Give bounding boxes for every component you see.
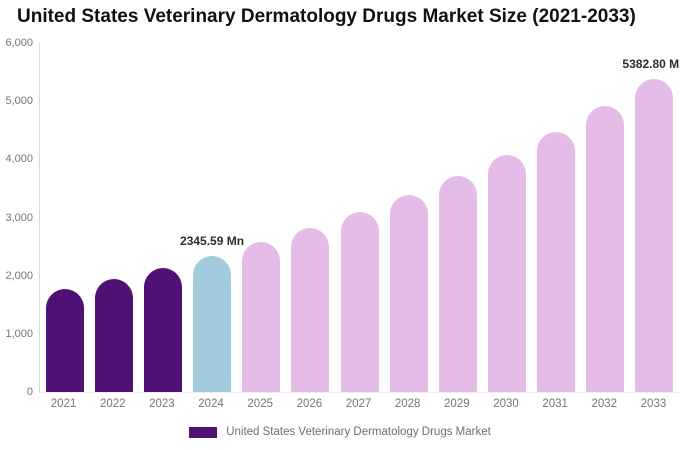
bar-2028 <box>389 194 428 392</box>
bar-value-label-2033: 5382.80 Mn <box>622 56 680 71</box>
bar-2031 <box>537 131 576 392</box>
bar-2024 <box>193 255 232 392</box>
bar-2032 <box>586 106 625 392</box>
y-tick-label: 6,000 <box>5 37 33 49</box>
bar-2023 <box>143 267 182 392</box>
bar-2030 <box>487 154 526 392</box>
bar-2025 <box>242 242 281 392</box>
bar-column-2028 <box>384 43 433 392</box>
y-axis: 0 1,000 2,000 3,000 4,000 5,000 6,000 <box>0 37 33 398</box>
bar-2033 <box>635 78 674 392</box>
x-tick-label-2029: 2029 <box>444 398 470 410</box>
legend-label: United States Veterinary Dermatology Dru… <box>226 426 491 438</box>
legend: United States Veterinary Dermatology Dru… <box>0 426 680 438</box>
y-tick-label: 5,000 <box>5 95 33 108</box>
y-tick-label: 4,000 <box>5 153 33 166</box>
legend-swatch <box>189 426 218 438</box>
bar-column-2023 <box>138 43 187 392</box>
bar-column-2029 <box>433 43 482 392</box>
bar-2027 <box>340 212 379 392</box>
bar-column-2030 <box>482 43 531 392</box>
y-tick-label: 1,000 <box>5 327 33 340</box>
bar-column-2033: 5382.80 Mn <box>622 43 680 392</box>
chart-title: United States Veterinary Dermatology Dru… <box>17 6 636 27</box>
bar-column-2024: 2345.59 Mn <box>180 43 244 392</box>
bar-column-2021 <box>40 43 89 392</box>
x-tick-label-2024: 2024 <box>198 398 224 410</box>
y-tick-label: 3,000 <box>5 211 33 224</box>
x-tick-label-2025: 2025 <box>247 398 273 410</box>
x-tick-label-2023: 2023 <box>149 398 175 410</box>
bar-2026 <box>291 227 330 392</box>
plot-area: 2345.59 Mn 5382.80 Mn <box>39 43 680 393</box>
x-tick-label-2030: 2030 <box>493 398 519 410</box>
y-tick-label: 0 <box>26 386 33 398</box>
bar-value-label-2024: 2345.59 Mn <box>180 233 245 248</box>
bar-2022 <box>94 278 133 392</box>
y-tick-label: 2,000 <box>5 269 33 282</box>
x-tick-label-2022: 2022 <box>99 398 126 410</box>
x-tick-label-2033: 2033 <box>640 398 667 410</box>
bar-2029 <box>438 175 477 392</box>
bar-column-2031 <box>532 43 581 392</box>
x-tick-label-2027: 2027 <box>345 398 372 410</box>
bar-column-2025 <box>237 43 286 392</box>
bar-column-2022 <box>89 43 138 392</box>
bar-column-2026 <box>286 43 335 392</box>
x-tick-label-2021: 2021 <box>50 398 77 410</box>
x-axis: 2021 2022 2023 2024 2025 2026 2027 2028 2029 2030… <box>39 398 678 410</box>
x-tick-label-2032: 2032 <box>591 398 618 410</box>
bar-column-2027 <box>335 43 384 392</box>
bar-2021 <box>45 288 84 392</box>
x-tick-label-2031: 2031 <box>542 398 568 410</box>
x-tick-label-2026: 2026 <box>296 398 323 410</box>
x-tick-label-2028: 2028 <box>394 398 421 410</box>
bar-column-2032 <box>581 43 630 392</box>
